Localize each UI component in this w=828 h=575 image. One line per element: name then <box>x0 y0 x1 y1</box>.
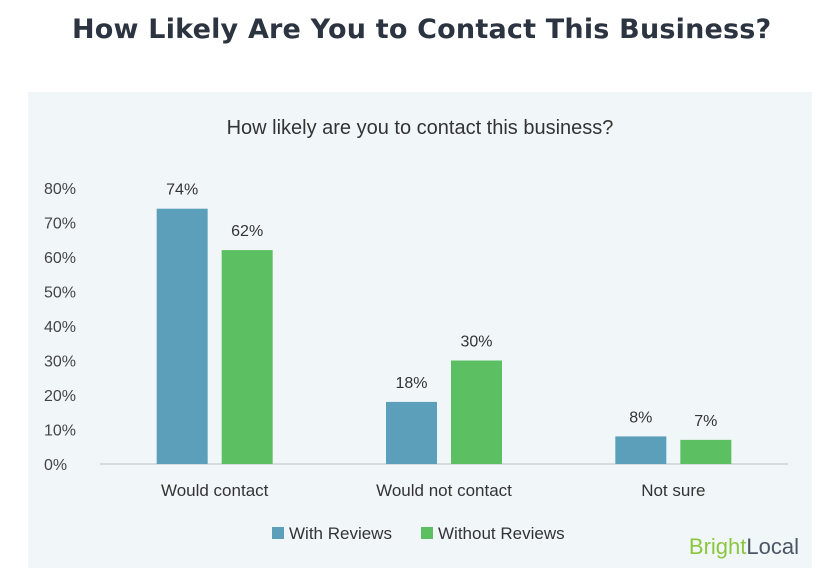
bar-without-reviews <box>221 250 273 464</box>
y-tick-label: 50% <box>44 285 76 302</box>
category-label: Not sure <box>641 481 705 500</box>
bar-chart: How likely are you to contact this busin… <box>44 117 799 559</box>
bars-group: 74% 62% 18% 30% 8% 7% <box>156 182 732 464</box>
data-label: 62% <box>231 223 263 240</box>
bar-with-reviews <box>615 436 667 464</box>
data-label: 30% <box>460 334 492 351</box>
data-label: 18% <box>395 375 427 392</box>
y-tick-label: 80% <box>44 181 76 198</box>
svg-text:BrightLocal: BrightLocal <box>689 534 799 559</box>
y-tick-label: 20% <box>44 388 76 405</box>
brand-logo: BrightLocal <box>689 534 799 559</box>
x-axis-categories: Would contact Would not contact Not sure <box>161 481 706 500</box>
chart-panel: How likely are you to contact this busin… <box>28 92 812 568</box>
data-label: 7% <box>694 413 717 430</box>
bar-with-reviews <box>386 401 437 464</box>
legend-label: With Reviews <box>289 524 392 543</box>
legend-label: Without Reviews <box>438 524 565 543</box>
y-axis: 0% 10% 20% 30% 40% 50% 60% 70% 80% <box>44 181 76 474</box>
data-label: 8% <box>629 409 652 426</box>
legend-swatch <box>272 527 284 539</box>
category-label: Would not contact <box>376 481 512 500</box>
y-tick-label: 0% <box>44 457 67 474</box>
y-tick-label: 30% <box>44 354 76 371</box>
chart-title: How likely are you to contact this busin… <box>227 117 614 139</box>
legend-swatch <box>421 527 433 539</box>
page-title: How Likely Are You to Contact This Busin… <box>72 14 772 45</box>
bar-without-reviews <box>451 360 502 464</box>
brand-bright: Bright <box>689 534 746 559</box>
category-label: Would contact <box>161 481 269 500</box>
bar-with-reviews <box>156 208 208 464</box>
y-tick-label: 70% <box>44 216 76 233</box>
bar-without-reviews <box>680 439 732 464</box>
legend: With Reviews Without Reviews <box>272 524 565 543</box>
data-label: 74% <box>166 182 198 199</box>
y-tick-label: 40% <box>44 319 76 336</box>
brand-local: Local <box>746 534 799 559</box>
y-tick-label: 60% <box>44 250 76 267</box>
y-tick-label: 10% <box>44 423 76 440</box>
